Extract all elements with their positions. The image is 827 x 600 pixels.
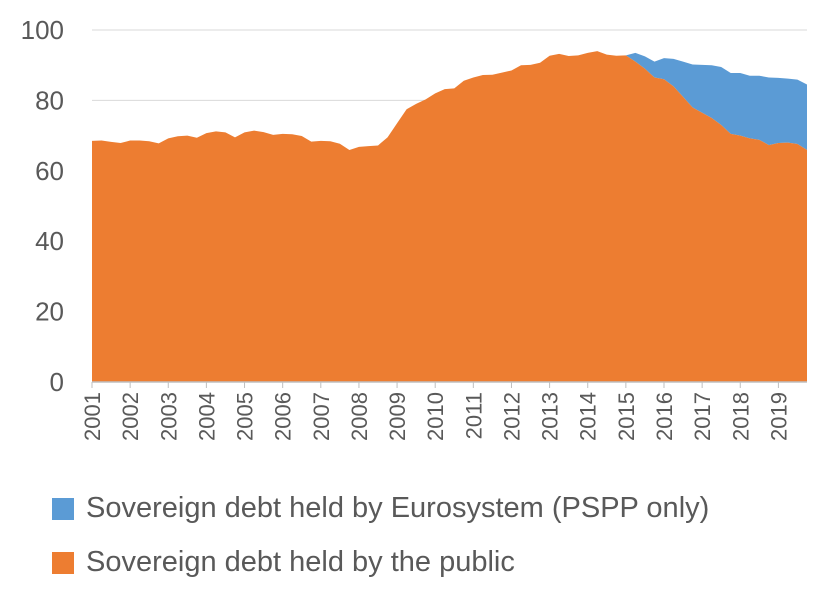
x-tick-label-2016: 2016 bbox=[652, 392, 677, 441]
x-tick-label-2009: 2009 bbox=[385, 392, 410, 441]
y-tick-label-0: 0 bbox=[50, 367, 64, 397]
area-public bbox=[92, 51, 807, 383]
y-tick-label-40: 40 bbox=[35, 226, 64, 256]
x-tick-label-2013: 2013 bbox=[538, 392, 563, 441]
x-tick-label-2011: 2011 bbox=[461, 392, 486, 439]
x-tick-label-2002: 2002 bbox=[118, 392, 143, 441]
area-eurosystem bbox=[625, 52, 807, 151]
legend-label-eurosystem: Sovereign debt held by Eurosystem (PSPP … bbox=[86, 492, 710, 524]
x-tick-label-2008: 2008 bbox=[347, 392, 372, 441]
x-tick-label-2018: 2018 bbox=[728, 392, 753, 441]
y-tick-label-100: 100 bbox=[21, 15, 64, 45]
x-tick-label-2012: 2012 bbox=[499, 392, 524, 441]
y-tick-label-20: 20 bbox=[35, 297, 64, 327]
x-tick-label-2014: 2014 bbox=[576, 392, 601, 441]
x-tick-label-2010: 2010 bbox=[423, 392, 448, 441]
x-tick-label-2017: 2017 bbox=[690, 392, 715, 441]
y-tick-label-60: 60 bbox=[35, 156, 64, 186]
legend-item-eurosystem: Sovereign debt held by Eurosystem (PSPP … bbox=[52, 492, 709, 525]
legend-swatch-eurosystem bbox=[52, 497, 74, 520]
x-tick-label-2019: 2019 bbox=[766, 392, 791, 441]
legend-swatch-public bbox=[52, 551, 74, 574]
chart-areas bbox=[92, 51, 807, 383]
legend-item-public: Sovereign debt held by the public bbox=[52, 546, 515, 579]
x-tick-label-2003: 2003 bbox=[156, 392, 181, 441]
legend-label-public: Sovereign debt held by the public bbox=[86, 546, 515, 578]
x-tick-label-2006: 2006 bbox=[271, 392, 296, 441]
axes bbox=[91, 381, 807, 388]
y-axis-ticks: 0 20 40 60 80 100 bbox=[21, 15, 64, 397]
x-tick-label-2005: 2005 bbox=[233, 392, 258, 441]
x-tick-label-2004: 2004 bbox=[194, 392, 219, 441]
y-tick-label-80: 80 bbox=[35, 85, 64, 115]
x-tick-label-2007: 2007 bbox=[309, 392, 334, 441]
x-tick-label-2015: 2015 bbox=[614, 392, 639, 441]
x-axis-ticks: 2001 2002 2003 2004 2005 2006 2007 2008 2009 2010… bbox=[80, 392, 791, 441]
x-tick-label-2001: 2001 bbox=[80, 392, 105, 441]
